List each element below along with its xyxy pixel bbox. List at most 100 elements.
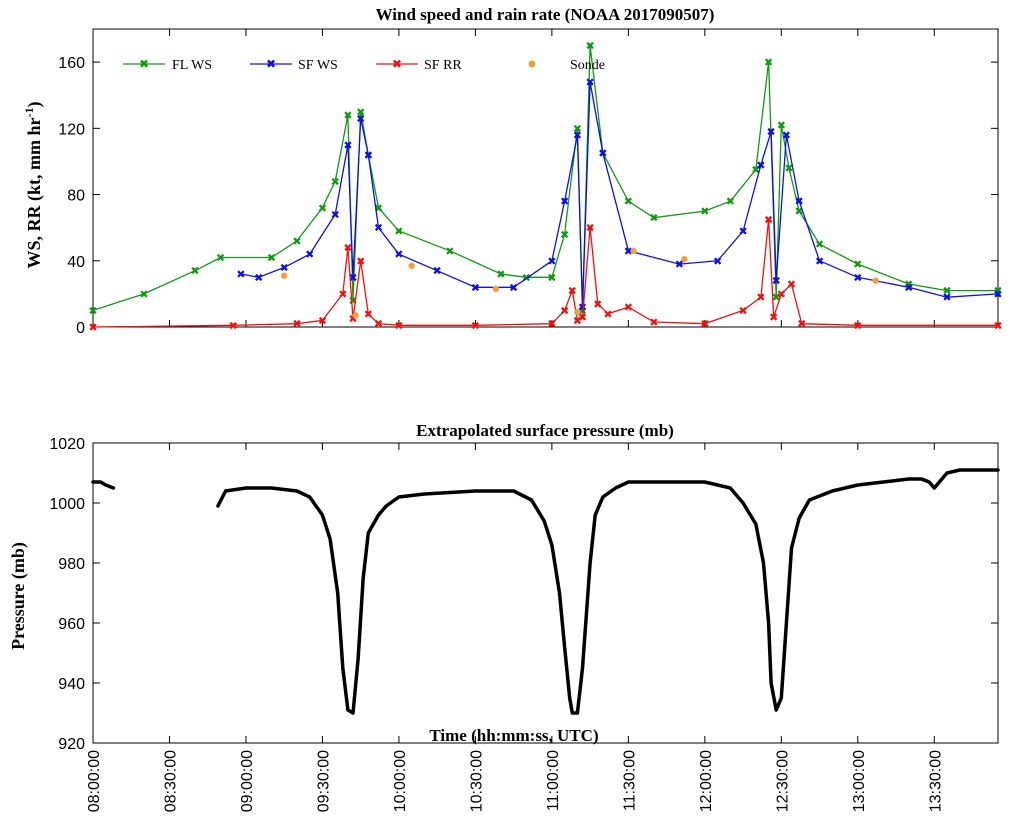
legend-sf-ws-marker: ✖ xyxy=(266,57,276,71)
data-point: ✖ xyxy=(88,321,97,334)
wind-rain-axes-frame xyxy=(92,28,999,328)
legend-fl-ws-marker: ✖ xyxy=(139,57,149,71)
data-point: ✖ xyxy=(784,162,793,175)
data-point: ✖ xyxy=(772,291,781,304)
data-point: ✖ xyxy=(573,122,582,135)
data-point: ✖ xyxy=(787,278,796,291)
series-line-fl-ws xyxy=(92,45,998,312)
x-tick-label: 09:00:00 xyxy=(239,750,256,812)
data-point: ✖ xyxy=(356,106,365,119)
pressure-line-segment xyxy=(216,468,1000,715)
data-point: ✖ xyxy=(942,291,951,304)
data-point: ✖ xyxy=(471,281,480,294)
data-point: ✖ xyxy=(756,159,765,172)
data-point: ✖ xyxy=(598,147,607,160)
x-tick-label: 13:30:00 xyxy=(927,750,944,812)
data-point: ✖ xyxy=(560,195,569,208)
data-point: ✖ xyxy=(815,255,824,268)
data-point: ✖ xyxy=(496,268,505,281)
data-point: ✖ xyxy=(738,304,747,317)
pressure-line-segment xyxy=(91,480,116,490)
y-tick-label: 40 xyxy=(67,254,85,271)
data-point: ✖ xyxy=(433,265,442,278)
data-point: ✖ xyxy=(318,314,327,327)
x-tick-label: 10:30:00 xyxy=(468,750,485,812)
x-tick-label: 09:30:00 xyxy=(315,750,332,812)
data-point: ✖ xyxy=(348,295,357,308)
data-point: ✖ xyxy=(364,308,373,321)
data-point: ✖ xyxy=(586,222,595,235)
data-point: ✖ xyxy=(795,195,804,208)
x-tick-label: 10:00:00 xyxy=(392,750,409,812)
legend-sf-rr-label: SF RR xyxy=(424,58,462,73)
wind-rain-y-ticks: 0 40 80 120 160 xyxy=(58,55,998,337)
data-point: ✖ xyxy=(560,228,569,241)
data-point: ✖ xyxy=(394,248,403,261)
x-tick-label: 08:00:00 xyxy=(86,750,103,812)
data-point: ✖ xyxy=(318,202,327,215)
data-point: ✖ xyxy=(713,255,722,268)
data-point: ✖ xyxy=(254,271,263,284)
data-point: ✖ xyxy=(236,268,245,281)
data-point: ✖ xyxy=(568,285,577,298)
legend-sonde-marker xyxy=(528,60,536,68)
legend-sf-ws-label: SF WS xyxy=(298,58,338,73)
data-point: ✖ xyxy=(190,265,199,278)
data-point: ✖ xyxy=(777,288,786,301)
x-tick-label: 08:30:00 xyxy=(162,750,179,812)
pressure-y-ticks: 920 940 960 980 1000 1020 xyxy=(49,436,998,753)
data-point: ✖ xyxy=(586,40,595,53)
data-point: ✖ xyxy=(578,301,587,314)
sonde-point xyxy=(630,247,637,255)
x-tick-label: 13:00:00 xyxy=(851,750,868,812)
data-point: ✖ xyxy=(394,319,403,332)
x-tick-label: 11:00:00 xyxy=(545,750,562,811)
data-point: ✖ xyxy=(853,319,862,332)
pressure-axes-frame xyxy=(92,442,999,744)
data-point: ✖ xyxy=(356,112,365,125)
data-point: ✖ xyxy=(772,275,781,288)
data-point: ✖ xyxy=(343,242,352,255)
series-line-sf-ws xyxy=(240,81,999,308)
data-point: ✖ xyxy=(624,245,633,258)
data-point: ✖ xyxy=(815,238,824,251)
data-point: ✖ xyxy=(573,314,582,327)
data-point: ✖ xyxy=(374,222,383,235)
data-point: ✖ xyxy=(797,318,806,331)
legend-fl-ws-label: FL WS xyxy=(172,58,212,73)
data-point: ✖ xyxy=(305,248,314,261)
x-tick-label: 11:30:00 xyxy=(621,750,638,811)
y-tick-label: 940 xyxy=(58,676,85,693)
data-point: ✖ xyxy=(509,281,518,294)
data-point: ✖ xyxy=(993,288,1002,301)
data-point: ✖ xyxy=(700,318,709,331)
data-point: ✖ xyxy=(573,129,582,142)
data-point: ✖ xyxy=(764,56,773,69)
data-point: ✖ xyxy=(292,318,301,331)
data-point: ✖ xyxy=(547,318,556,331)
data-point: ✖ xyxy=(348,271,357,284)
data-point: ✖ xyxy=(374,202,383,215)
data-point: ✖ xyxy=(343,139,352,152)
data-point: ✖ xyxy=(267,251,276,264)
data-point: ✖ xyxy=(764,213,773,226)
y-tick-label: 80 xyxy=(67,188,85,205)
data-point: ✖ xyxy=(795,205,804,218)
y-tick-label: 980 xyxy=(58,556,85,573)
data-point: ✖ xyxy=(767,126,776,139)
data-point: ✖ xyxy=(356,255,365,268)
data-point: ✖ xyxy=(782,129,791,142)
y-tick-label: 120 xyxy=(58,121,85,138)
pressure-title: Extrapolated surface pressure (mb) xyxy=(416,421,674,440)
data-point: ✖ xyxy=(338,288,347,301)
data-point: ✖ xyxy=(777,119,786,132)
sonde-point xyxy=(574,308,581,316)
y-tick-label: 1000 xyxy=(49,496,85,513)
pressure-ylabel: Pressure (mb) xyxy=(8,542,29,650)
sonde-point xyxy=(681,255,688,263)
y-tick-label: 960 xyxy=(58,616,85,633)
y-tick-label: 0 xyxy=(76,320,85,337)
pressure-x-ticks: 08:00:00 08:30:00 09:00:00 09:30:00 10:00:00… xyxy=(86,443,944,812)
wind-rain-series: ✖ ✖ ✖ ✖ ✖ ✖ ✖ ✖ ✖ ✖ ✖ ✖ ✖ ✖ ✖ ✖ ✖ ✖ ✖ ✖ ✖ ✖ ✖ ✖ ✖ ✖ ✖ ✖ ✖ ✖ ✖ ✖ ✖ ✖ ✖ ✖ ✖ ✖ ✖ ✖… xyxy=(88,40,1002,334)
pressure-xlabel: Time (hh:mm:ss, UTC) xyxy=(429,726,598,745)
